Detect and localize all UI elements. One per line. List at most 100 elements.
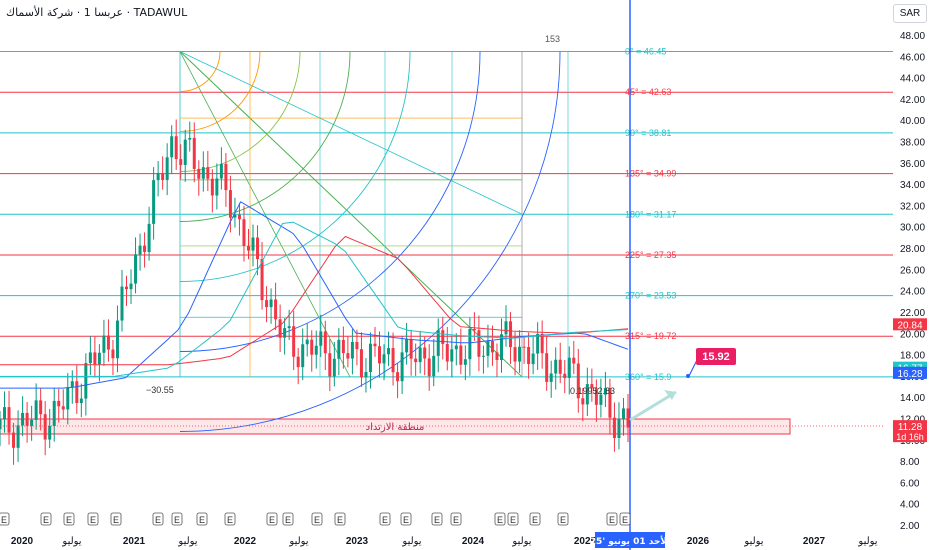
candle-body bbox=[558, 359, 562, 374]
earnings-marker[interactable] bbox=[171, 512, 183, 526]
candle-body bbox=[197, 168, 201, 179]
candle-body bbox=[84, 363, 88, 399]
ma-red bbox=[0, 235, 629, 366]
candle-body bbox=[531, 353, 535, 365]
earnings-marker[interactable] bbox=[63, 512, 75, 526]
earnings-marker[interactable] bbox=[0, 512, 10, 526]
earnings-marker[interactable] bbox=[266, 512, 278, 526]
candle-body bbox=[518, 346, 522, 362]
support-zone bbox=[0, 418, 791, 435]
price-tick-7: 34.00 bbox=[900, 180, 925, 191]
ma-blue bbox=[0, 201, 629, 389]
candle-body bbox=[174, 136, 178, 160]
earnings-marker[interactable] bbox=[606, 512, 618, 526]
candle-body bbox=[170, 136, 174, 158]
price-tick-15: 18.00 bbox=[900, 351, 925, 362]
candle-body bbox=[499, 334, 503, 360]
candle-body bbox=[463, 359, 467, 365]
candle-body bbox=[296, 356, 300, 368]
earnings-marker[interactable] bbox=[334, 512, 346, 526]
earnings-marker[interactable] bbox=[196, 512, 208, 526]
candle-body bbox=[201, 167, 205, 179]
candle-body bbox=[436, 330, 440, 356]
candle-body bbox=[481, 355, 485, 357]
candle-body bbox=[265, 300, 269, 308]
left-value: −30.55 bbox=[146, 385, 174, 395]
earnings-marker-label: E bbox=[269, 515, 275, 525]
candle-body bbox=[287, 326, 291, 329]
gann-fan-line-2 bbox=[179, 51, 351, 378]
earnings-marker[interactable] bbox=[619, 512, 631, 526]
candle-body bbox=[490, 341, 494, 353]
time-tick-5: يوليو bbox=[288, 536, 308, 547]
candle-body bbox=[585, 384, 589, 405]
candle-body bbox=[88, 352, 92, 364]
earnings-marker[interactable] bbox=[494, 512, 506, 526]
earnings-marker[interactable] bbox=[379, 512, 391, 526]
earnings-marker-label: E bbox=[174, 515, 180, 525]
candle-body bbox=[603, 388, 607, 395]
candle-body bbox=[120, 286, 124, 321]
earnings-marker[interactable] bbox=[400, 512, 412, 526]
candle-body bbox=[7, 407, 11, 433]
candle-body bbox=[278, 319, 282, 338]
candle-body bbox=[0, 419, 2, 430]
candle-body bbox=[134, 254, 138, 284]
candle-body bbox=[337, 339, 341, 359]
earnings-marker[interactable] bbox=[311, 512, 323, 526]
gann-arc-2 bbox=[179, 51, 301, 172]
price-tick-23: 2.00 bbox=[900, 521, 920, 532]
earnings-marker-label: E bbox=[497, 515, 503, 525]
candle-body bbox=[39, 400, 43, 415]
candle-body bbox=[292, 326, 296, 357]
gann-diagonal bbox=[179, 51, 523, 378]
price-badge-0 bbox=[893, 318, 927, 331]
candle-body bbox=[283, 328, 287, 338]
earnings-marker[interactable] bbox=[282, 512, 294, 526]
earnings-marker[interactable] bbox=[224, 512, 236, 526]
earnings-marker[interactable] bbox=[529, 512, 541, 526]
gann-arc-6 bbox=[179, 51, 561, 432]
time-tick-6: 2023 bbox=[346, 536, 369, 547]
cursor-date-label: الأحد 01 يونيو '25 bbox=[590, 535, 670, 547]
earnings-marker[interactable] bbox=[152, 512, 164, 526]
earnings-marker[interactable] bbox=[557, 512, 569, 526]
fib-label-6: 270° = 23.53 bbox=[625, 291, 676, 301]
earnings-marker-label: E bbox=[532, 515, 538, 525]
cursor-date-badge bbox=[595, 532, 665, 548]
candle-body bbox=[52, 400, 56, 426]
earnings-marker[interactable] bbox=[110, 512, 122, 526]
currency-button[interactable]: SAR bbox=[893, 4, 927, 23]
earnings-marker[interactable] bbox=[450, 512, 462, 526]
price-tick-9: 30.00 bbox=[900, 223, 925, 234]
candle-body bbox=[260, 259, 264, 301]
earnings-marker[interactable] bbox=[40, 512, 52, 526]
candle-body bbox=[48, 425, 52, 440]
earnings-marker-label: E bbox=[285, 515, 291, 525]
candle-body bbox=[617, 418, 621, 439]
price-badge-3 bbox=[893, 420, 927, 443]
candle-body bbox=[454, 345, 458, 350]
time-tick-1: يوليو bbox=[61, 536, 81, 547]
candle-body bbox=[215, 178, 219, 196]
top-count: 153 bbox=[545, 34, 560, 44]
candle-body bbox=[70, 381, 74, 388]
earnings-marker[interactable] bbox=[87, 512, 99, 526]
earnings-marker-label: E bbox=[609, 515, 615, 525]
candle-body bbox=[129, 283, 133, 290]
candle-body bbox=[16, 425, 20, 448]
candle-body bbox=[188, 137, 192, 140]
earnings-marker[interactable] bbox=[507, 512, 519, 526]
candle-body bbox=[43, 414, 47, 440]
candle-body bbox=[576, 363, 580, 399]
time-tick-14: يوليو bbox=[857, 536, 877, 547]
price-badge-value-2: 16.28 bbox=[897, 369, 922, 380]
earnings-marker-label: E bbox=[113, 515, 119, 525]
earnings-marker[interactable] bbox=[431, 512, 443, 526]
earnings-marker-label: E bbox=[1, 515, 7, 525]
candle-body bbox=[237, 214, 241, 220]
candle-body bbox=[328, 353, 332, 377]
candle-body bbox=[400, 352, 404, 382]
